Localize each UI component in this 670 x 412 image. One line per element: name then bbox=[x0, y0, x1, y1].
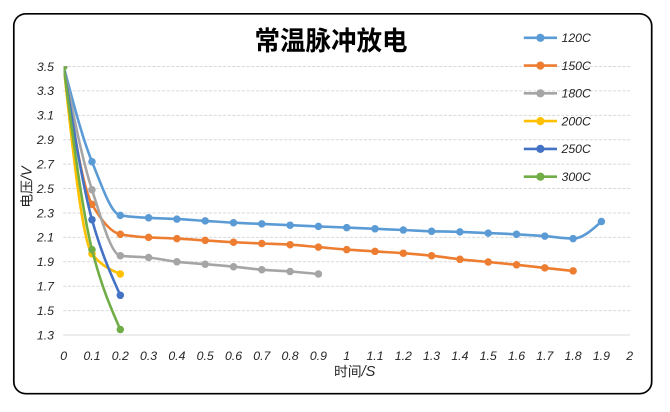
svg-text:1.8: 1.8 bbox=[565, 349, 582, 363]
svg-text:0.5: 0.5 bbox=[197, 349, 214, 363]
svg-text:1.2: 1.2 bbox=[395, 349, 412, 363]
svg-text:2.9: 2.9 bbox=[36, 133, 54, 147]
svg-text:1: 1 bbox=[343, 349, 350, 363]
svg-text:200C: 200C bbox=[561, 114, 592, 128]
svg-text:0.3: 0.3 bbox=[140, 349, 157, 363]
svg-text:1.9: 1.9 bbox=[37, 255, 54, 269]
svg-text:2.1: 2.1 bbox=[36, 231, 54, 245]
svg-text:0.8: 0.8 bbox=[282, 349, 299, 363]
svg-text:0.6: 0.6 bbox=[225, 349, 242, 363]
svg-text:150C: 150C bbox=[562, 59, 592, 73]
svg-text:1.3: 1.3 bbox=[37, 328, 54, 342]
svg-text:300C: 300C bbox=[562, 170, 592, 184]
svg-text:1.4: 1.4 bbox=[451, 349, 468, 363]
svg-text:1.7: 1.7 bbox=[536, 349, 554, 363]
svg-text:/S: /S bbox=[361, 364, 376, 380]
svg-text:0.9: 0.9 bbox=[310, 349, 327, 363]
svg-text:1.5: 1.5 bbox=[37, 304, 54, 318]
svg-text:0: 0 bbox=[60, 349, 67, 363]
svg-text:2.3: 2.3 bbox=[36, 206, 54, 220]
svg-text:/V: /V bbox=[19, 165, 35, 181]
svg-text:2.7: 2.7 bbox=[36, 157, 55, 171]
svg-text:1.6: 1.6 bbox=[508, 349, 525, 363]
svg-text:1.9: 1.9 bbox=[593, 349, 610, 363]
svg-text:3.1: 3.1 bbox=[37, 109, 54, 123]
svg-text:250C: 250C bbox=[561, 142, 592, 156]
svg-text:1.5: 1.5 bbox=[480, 349, 497, 363]
svg-text:0.2: 0.2 bbox=[112, 349, 129, 363]
svg-text:0.7: 0.7 bbox=[253, 349, 271, 363]
svg-text:1.1: 1.1 bbox=[366, 349, 383, 363]
svg-text:2: 2 bbox=[625, 349, 633, 363]
svg-text:0.1: 0.1 bbox=[83, 349, 100, 363]
svg-text:2.5: 2.5 bbox=[36, 182, 54, 196]
svg-text:180C: 180C bbox=[562, 87, 592, 101]
svg-text:0.4: 0.4 bbox=[168, 349, 185, 363]
svg-text:120C: 120C bbox=[562, 31, 592, 45]
svg-text:1.7: 1.7 bbox=[37, 280, 55, 294]
svg-text:3.5: 3.5 bbox=[37, 60, 54, 74]
svg-text:3.3: 3.3 bbox=[37, 84, 54, 98]
svg-text:1.3: 1.3 bbox=[423, 349, 440, 363]
